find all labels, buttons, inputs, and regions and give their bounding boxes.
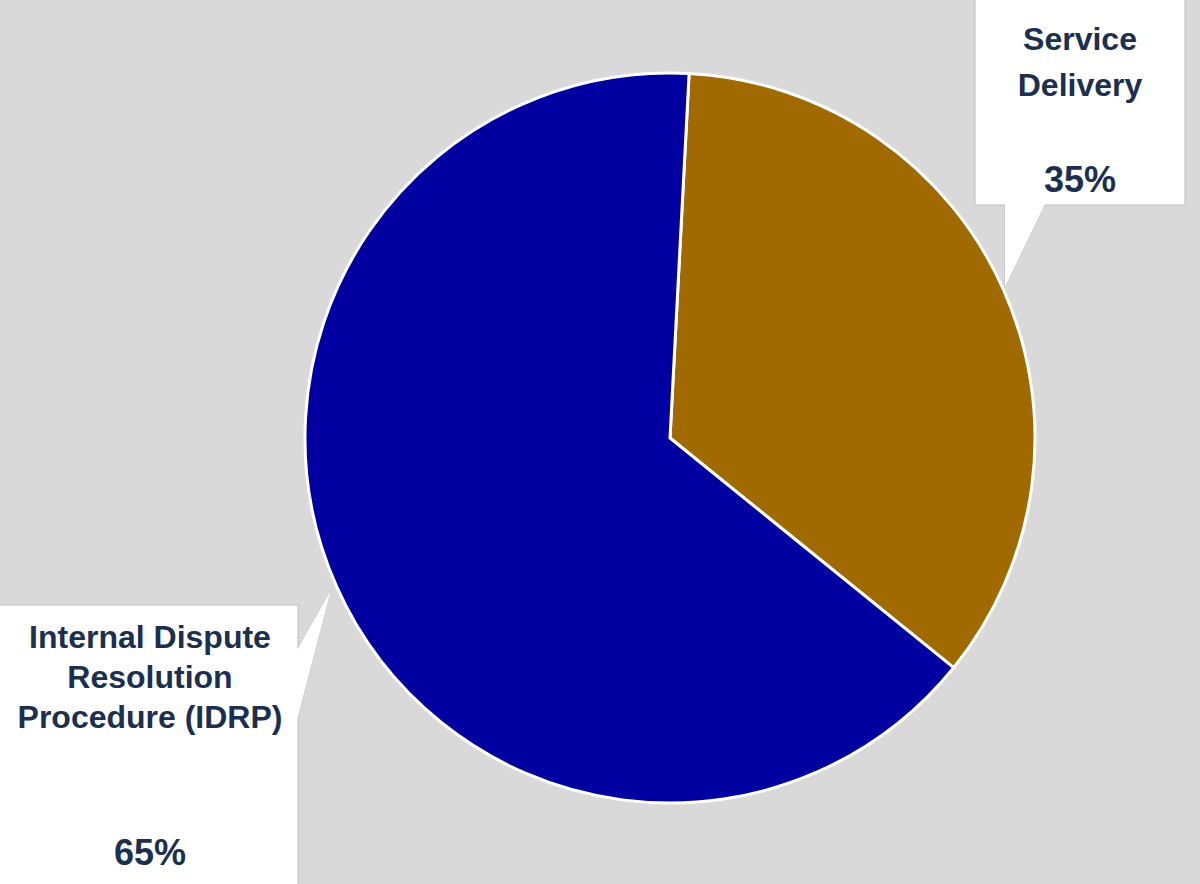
- svg-text:65%: 65%: [114, 832, 186, 873]
- svg-text:Delivery: Delivery: [1018, 67, 1143, 103]
- svg-text:35%: 35%: [1044, 159, 1116, 200]
- svg-text:Service: Service: [1023, 21, 1137, 57]
- svg-text:Procedure (IDRP): Procedure (IDRP): [18, 699, 283, 735]
- svg-text:Internal Dispute: Internal Dispute: [29, 619, 271, 655]
- svg-text:Resolution: Resolution: [67, 659, 232, 695]
